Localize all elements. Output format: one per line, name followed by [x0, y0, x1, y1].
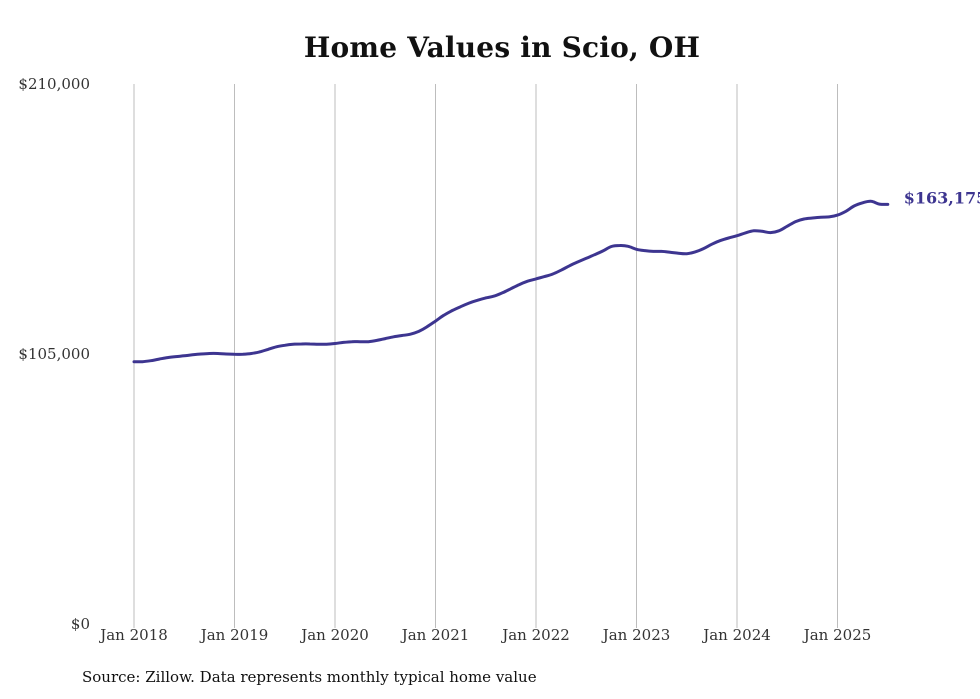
- x-tick-label: Jan 2020: [299, 626, 369, 644]
- series-layer: [132, 199, 890, 364]
- x-tick-label: Jan 2025: [802, 626, 872, 644]
- chart-title: Home Values in Scio, OH: [303, 31, 701, 64]
- x-tick-label: Jan 2018: [98, 626, 168, 644]
- end-label-layer: $163,175: [904, 188, 980, 207]
- y-axis-tick-labels: $0 $105,000 $210,000: [18, 75, 90, 633]
- x-axis-tick-labels: Jan 2018 Jan 2019 Jan 2020 Jan 2021 Jan 2022…: [98, 626, 871, 644]
- x-tick-label: Jan 2021: [400, 626, 470, 644]
- y-tick-label: $0: [71, 615, 90, 633]
- x-tick-label: Jan 2024: [701, 626, 771, 644]
- y-tick-label: $105,000: [18, 345, 90, 363]
- y-tick-label: $210,000: [18, 75, 90, 93]
- end-value-label: $163,175: [904, 188, 980, 207]
- x-tick-label: Jan 2019: [199, 626, 269, 644]
- home-value-line: [132, 199, 890, 364]
- grid-lines: [133, 84, 838, 628]
- x-tick-label: Jan 2023: [601, 626, 671, 644]
- source-note: Source: Zillow. Data represents monthly …: [82, 668, 537, 686]
- x-tick-label: Jan 2022: [500, 626, 570, 644]
